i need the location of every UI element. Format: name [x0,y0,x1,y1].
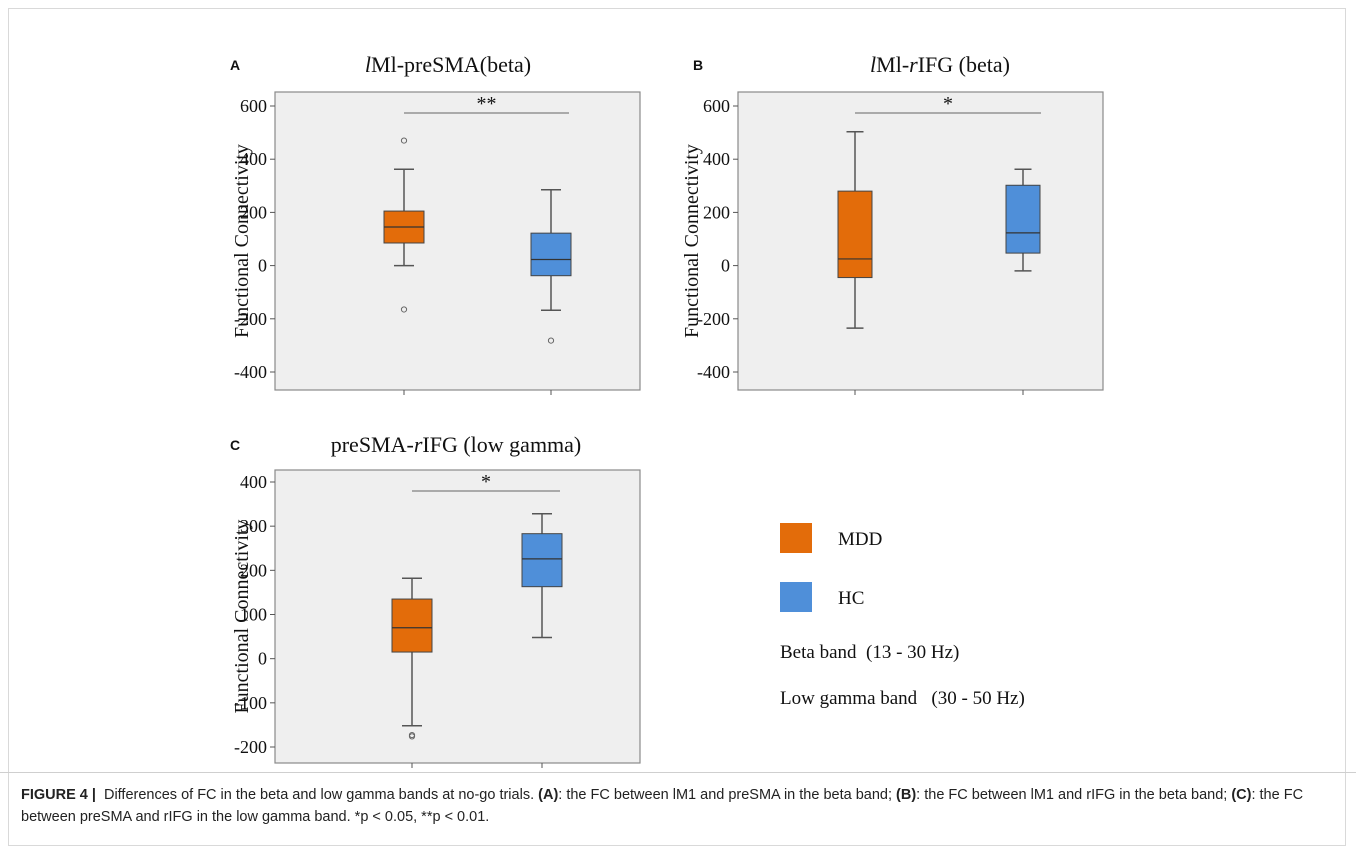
caption-c-text: : the FC between preSMA and rIFG in the … [21,787,1304,825]
figure-label: FIGURE 4 [21,787,88,803]
plot-area-B [737,91,1104,391]
y-tick-label: -100 [234,693,267,713]
y-tick-label: -200 [234,309,267,329]
y-tick-label: 200 [240,202,267,222]
caption-divider [0,772,1356,773]
chart-title-C: preSMA-rIFG (low gamma) [331,432,582,457]
caption-b-text: : the FC between lM1 and rIFG in the bet… [916,787,1228,803]
y-tick-label: 200 [240,560,267,580]
chart-title-A: lMl-preSMA(beta) [365,52,531,77]
legend-label-hc: HC [838,588,864,609]
caption-b-tag: (B) [896,787,917,803]
caption-a-text: : the FC between lM1 and preSMA in the b… [558,787,892,803]
outlier-point-A-mdd [400,137,408,144]
significance-marker-A: ** [477,93,497,115]
y-tick-label: 300 [240,516,267,536]
outlier-point-A-hc [547,337,555,344]
y-tick-label: 400 [703,149,730,169]
y-tick-label: -400 [234,362,267,382]
y-tick-label: 0 [258,256,267,276]
outlier-point-A-mdd [400,306,408,313]
legend-swatch-hc [780,582,812,612]
panel-label-B: B [693,57,703,73]
box-C-mdd [391,598,433,653]
legend-note-0: Beta band (13 - 30 Hz) [780,642,959,663]
panel-label-A: A [230,57,240,73]
y-axis-label-A: Functional Connectivity [231,144,253,338]
caption-a-tag: (A) [538,787,559,803]
chart-title-B: lMl-rIFG (beta) [870,52,1010,77]
y-axis-label-C: Functional Connectivity [231,520,253,714]
box-B-mdd [837,190,873,279]
y-axis-label-B: Functional Connectivity [681,144,703,338]
caption-intro: Differences of FC in the beta and low ga… [103,787,535,803]
y-tick-label: 600 [703,96,730,116]
y-tick-label: 100 [240,605,267,625]
plot-area-A [274,91,641,391]
y-tick-label: 400 [240,149,267,169]
legend-swatch-mdd [780,523,812,553]
y-tick-label: -200 [234,737,267,757]
y-tick-label: 0 [258,649,267,669]
figure-caption: FIGURE 4 | Differences of FC in the beta … [21,787,1304,825]
figure-frame [8,8,1346,846]
y-tick-label: 600 [240,96,267,116]
box-C-hc [521,533,563,588]
plot-area-C [274,469,641,764]
outlier-point-C-mdd [408,733,416,740]
y-tick-label: 0 [721,256,730,276]
y-tick-label: 200 [703,202,730,222]
y-tick-label: 400 [240,472,267,492]
y-tick-label: -400 [697,362,730,382]
significance-marker-C: * [481,471,491,493]
y-tick-label: -200 [697,309,730,329]
significance-marker-B: * [943,93,953,115]
box-B-hc [1005,184,1041,254]
caption-c-tag: (C) [1231,787,1252,803]
legend-note-1: Low gamma band (30 - 50 Hz) [780,688,1025,709]
legend-label-mdd: MDD [838,529,882,550]
box-A-hc [530,232,572,277]
panel-label-C: C [230,437,240,453]
